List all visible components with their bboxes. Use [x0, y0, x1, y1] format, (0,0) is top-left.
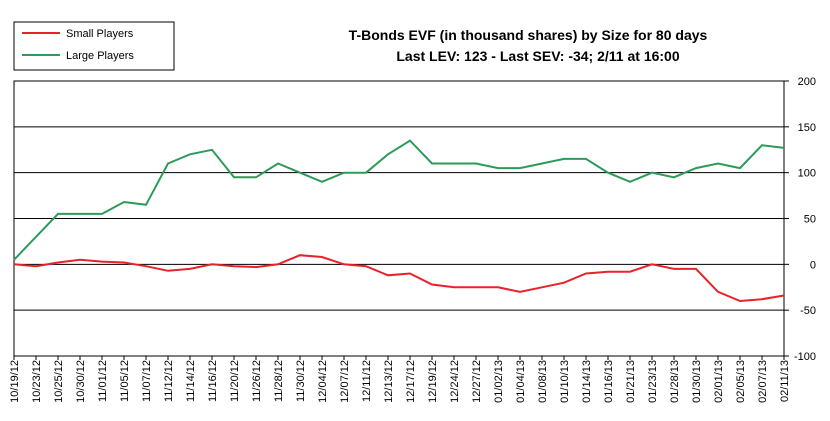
x-tick-label: 12/13/12	[383, 360, 395, 403]
x-tick-label: 02/07/13	[757, 360, 769, 403]
x-tick-label: 12/11/12	[361, 360, 373, 402]
x-tick-label: 01/08/13	[537, 360, 549, 403]
x-tick-label: 10/30/12	[75, 360, 87, 403]
y-tick-label: 100	[798, 168, 816, 180]
x-tick-label: 11/07/12	[141, 360, 153, 402]
x-tick-label: 12/17/12	[405, 360, 417, 403]
y-tick-label: -100	[794, 351, 816, 363]
y-tick-label: 150	[798, 122, 816, 134]
series-line	[13, 139, 785, 261]
x-tick-label: 11/14/12	[185, 360, 197, 402]
x-tick-label: 12/19/12	[427, 360, 439, 403]
x-tick-label: 01/04/13	[515, 360, 527, 403]
x-tick-label: 10/23/12	[31, 360, 43, 403]
x-tick-label: 01/16/13	[603, 360, 615, 403]
legend	[13, 21, 175, 71]
x-tick-label: 11/05/12	[119, 360, 131, 402]
x-tick-label: 01/30/13	[691, 360, 703, 403]
x-tick-label: 11/20/12	[229, 360, 241, 402]
x-tick-label: 11/30/12	[295, 360, 307, 402]
x-tick-label: 10/19/12	[9, 360, 21, 403]
legend-label: Large Players	[66, 50, 134, 62]
x-tick-label: 11/01/12	[97, 360, 109, 402]
x-tick-label: 01/28/13	[669, 360, 681, 403]
x-tick-label: 11/16/12	[207, 360, 219, 402]
x-tick-label: 01/21/13	[625, 360, 637, 403]
y-tick-label: 50	[804, 214, 816, 226]
x-tick-label: 12/24/12	[449, 360, 461, 403]
x-tick-label: 01/10/13	[559, 360, 571, 403]
x-tick-label: 11/28/12	[273, 360, 285, 402]
chart-title: T-Bonds EVF (in thousand shares) by Size…	[349, 27, 708, 43]
x-tick-label: 02/11/13	[779, 360, 791, 402]
x-tick-label: 01/02/13	[493, 360, 505, 403]
x-tick-label: 01/14/13	[581, 360, 593, 403]
x-tick-label: 02/05/13	[735, 360, 747, 403]
series-line	[13, 254, 785, 303]
x-tick-label: 11/12/12	[163, 360, 175, 402]
x-tick-label: 01/23/13	[647, 360, 659, 403]
x-tick-label: 12/04/12	[317, 360, 329, 403]
x-tick-label: 02/01/13	[713, 360, 725, 403]
x-tick-label: 12/07/12	[339, 360, 351, 403]
chart-subtitle: Last LEV: 123 - Last SEV: -34; 2/11 at 1…	[396, 48, 679, 64]
x-tick-label: 12/27/12	[471, 360, 483, 403]
x-tick-label: 10/25/12	[53, 360, 65, 403]
y-tick-label: 200	[798, 76, 816, 88]
legend-label: Small Players	[66, 28, 134, 40]
y-tick-label: -50	[800, 305, 816, 317]
y-tick-label: 0	[810, 259, 816, 271]
x-tick-label: 11/26/12	[251, 360, 263, 402]
